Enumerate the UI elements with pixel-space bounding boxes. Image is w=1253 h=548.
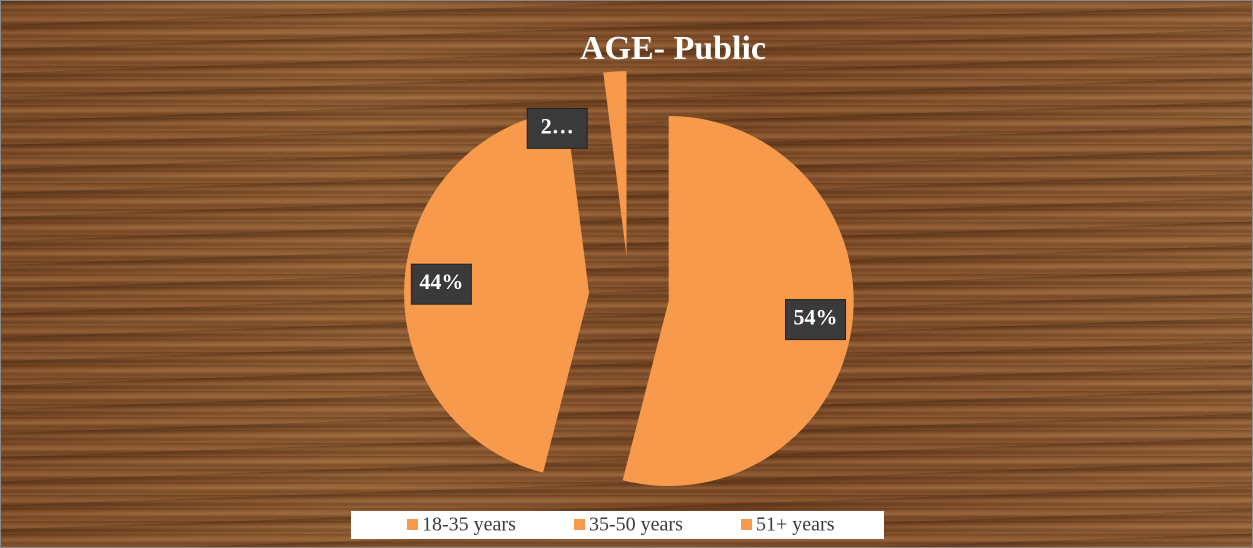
pie-slice [603,71,626,256]
data-label: 54% [794,305,838,330]
chart: AGE- Public 54% 44% 2… 18-35 years 35-50 yea… [1,1,1252,547]
chart-area: AGE- Public 54% 44% 2… 18-35 years 35-50 yea… [0,0,1253,548]
legend-swatch [574,519,585,530]
legend-label: 35-50 years [589,514,683,536]
data-label: 44% [419,269,463,294]
legend-swatch [741,519,752,530]
legend-swatch [407,519,418,530]
legend-label: 18-35 years [422,514,516,536]
chart-title: AGE- Public [580,30,766,67]
legend-label: 51+ years [756,514,835,536]
data-label: 2… [541,113,574,138]
